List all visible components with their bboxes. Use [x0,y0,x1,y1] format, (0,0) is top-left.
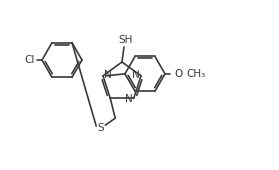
Text: O: O [174,69,182,79]
Text: N: N [104,70,112,80]
Text: Cl: Cl [25,55,35,65]
Text: S: S [97,123,104,133]
Text: N: N [125,94,133,104]
Text: N: N [132,70,140,80]
Text: SH: SH [119,35,133,45]
Text: CH₃: CH₃ [186,69,205,79]
